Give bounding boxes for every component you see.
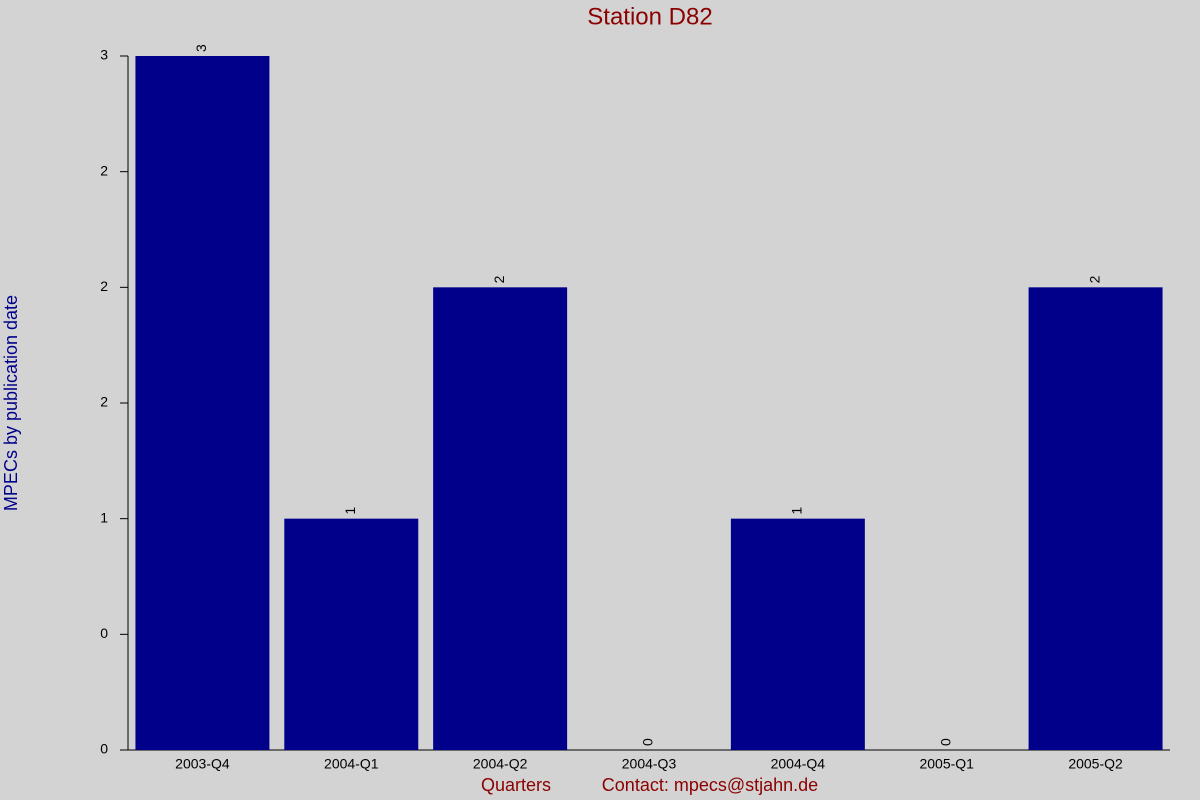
x-tick-label: 2004-Q4 (771, 756, 826, 772)
bar (1028, 287, 1163, 750)
x-tick-label: 2004-Q1 (324, 756, 379, 772)
value-label: 1 (342, 507, 358, 515)
y-tick-label: 0 (100, 741, 108, 757)
chart-title: Station D82 (587, 3, 712, 30)
x-axis-label: Quarters (481, 775, 551, 795)
y-tick-label: 2 (100, 278, 108, 294)
value-label: 0 (937, 738, 953, 746)
value-label: 1 (789, 507, 805, 515)
value-label: 3 (193, 44, 209, 52)
x-tick-label: 2005-Q1 (919, 756, 974, 772)
y-tick-label: 0 (100, 625, 108, 641)
value-label: 2 (491, 275, 507, 283)
x-tick-label: 2003-Q4 (175, 756, 230, 772)
y-tick-label: 2 (100, 394, 108, 410)
value-label: 0 (640, 738, 656, 746)
bar (433, 287, 568, 750)
bar (135, 56, 270, 750)
bar (284, 518, 419, 750)
value-label: 2 (1086, 275, 1102, 283)
x-tick-label: 2005-Q2 (1068, 756, 1123, 772)
contact: Contact: mpecs@stjahn.de (602, 775, 818, 795)
x-tick-label: 2004-Q3 (622, 756, 677, 772)
x-tick-label: 2004-Q2 (473, 756, 528, 772)
bar (730, 518, 865, 750)
y-tick-label: 3 (100, 47, 108, 63)
y-axis-label: MPECs by publication date (1, 295, 21, 511)
y-tick-label: 2 (100, 162, 108, 178)
y-tick-label: 1 (100, 509, 108, 525)
